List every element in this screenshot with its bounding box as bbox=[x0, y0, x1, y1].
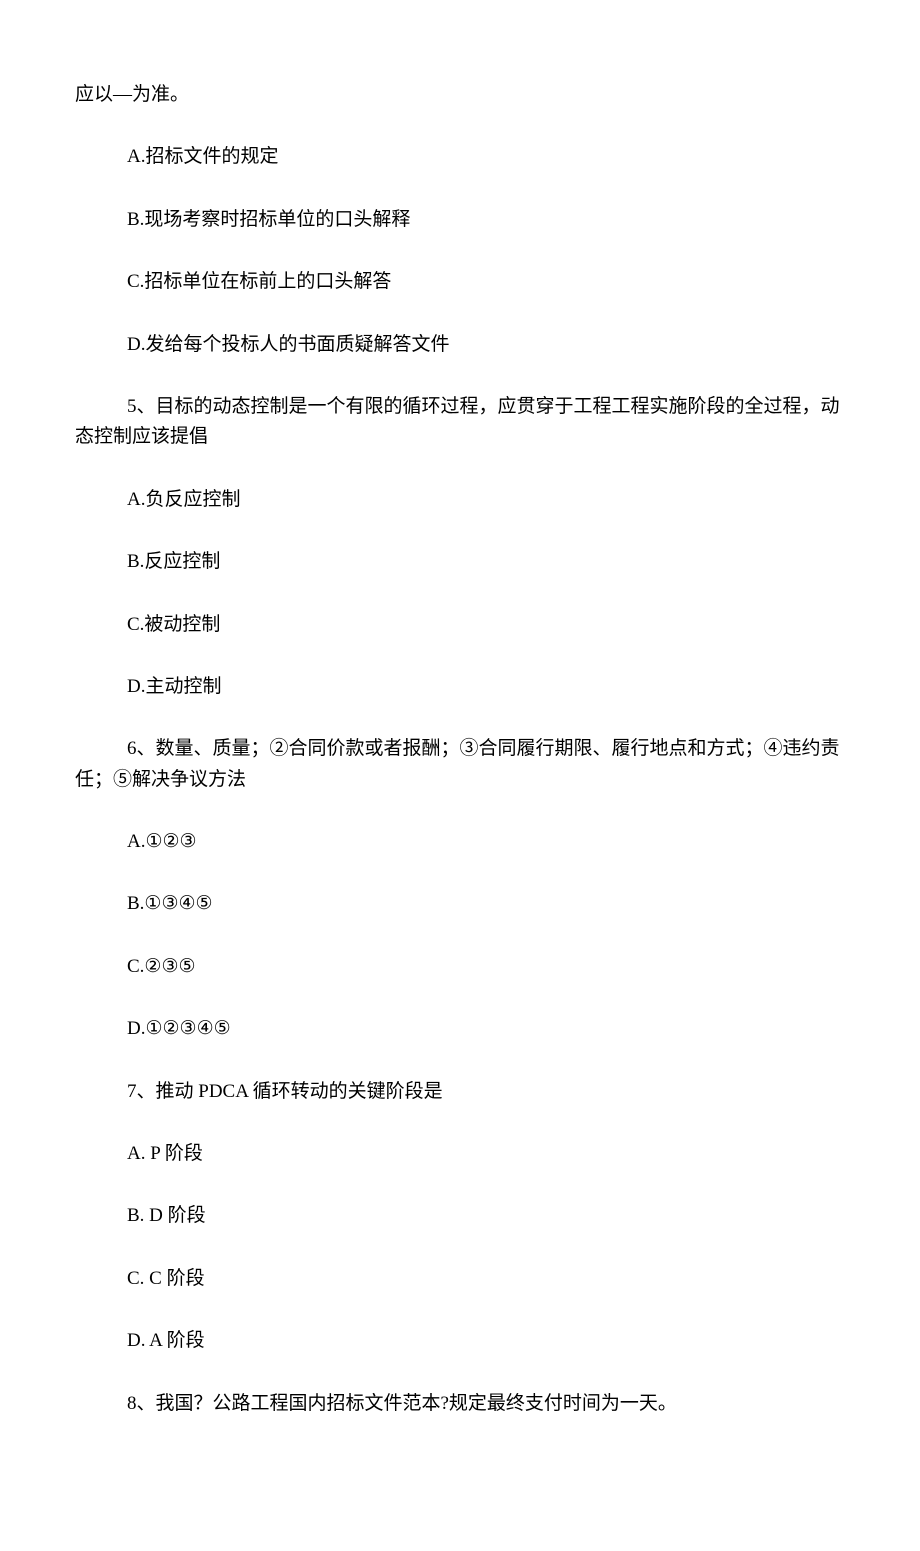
text-line: D.发给每个投标人的书面质疑解答文件 bbox=[75, 330, 845, 360]
text-line: D.①②③④⑤ bbox=[75, 1014, 845, 1044]
text-line: 应以―为准。 bbox=[75, 80, 845, 110]
text-line: A.负反应控制 bbox=[75, 485, 845, 515]
text-line: D. A 阶段 bbox=[75, 1326, 845, 1356]
text-line: A.①②③ bbox=[75, 827, 845, 857]
text-line: B.反应控制 bbox=[75, 547, 845, 577]
text-line: B.①③④⑤ bbox=[75, 889, 845, 919]
text-line: B. D 阶段 bbox=[75, 1201, 845, 1231]
text-line: D.主动控制 bbox=[75, 672, 845, 702]
text-line: C.被动控制 bbox=[75, 610, 845, 640]
document-content: 应以―为准。 A.招标文件的规定 B.现场考察时招标单位的口头解释 C.招标单位在标前… bbox=[75, 80, 845, 1419]
text-line: B.现场考察时招标单位的口头解释 bbox=[75, 205, 845, 235]
text-line: C.②③⑤ bbox=[75, 952, 845, 982]
text-line: 8、我国？公路工程国内招标文件范本?规定最终支付时间为一天。 bbox=[75, 1389, 845, 1419]
text-line: 5、目标的动态控制是一个有限的循环过程，应贯穿于工程工程实施阶段的全过程，动态控… bbox=[75, 392, 845, 453]
text-line: 7、推动 PDCA 循环转动的关键阶段是 bbox=[75, 1077, 845, 1107]
text-line: A. P 阶段 bbox=[75, 1139, 845, 1169]
text-line: A.招标文件的规定 bbox=[75, 142, 845, 172]
text-line: 6、数量、质量；②合同价款或者报酬；③合同履行期限、履行地点和方式；④违约责任；… bbox=[75, 734, 845, 795]
text-line: C. C 阶段 bbox=[75, 1264, 845, 1294]
text-line: C.招标单位在标前上的口头解答 bbox=[75, 267, 845, 297]
